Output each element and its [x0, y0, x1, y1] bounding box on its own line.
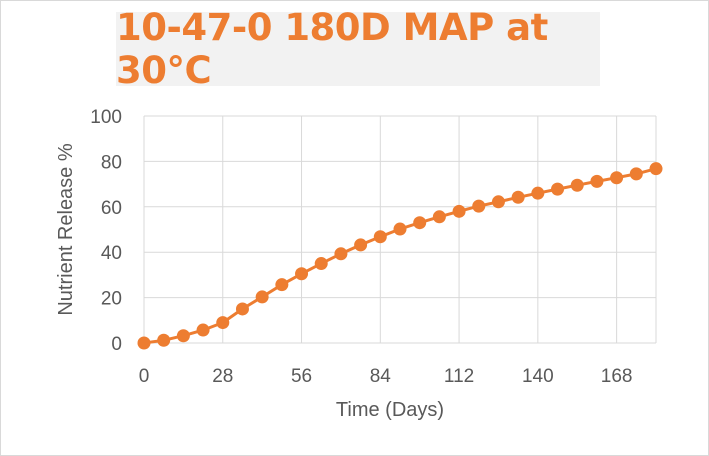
data-point: [432, 210, 446, 224]
data-point: [295, 267, 309, 281]
chart-title: 10-47-0 180D MAP at 30°C: [116, 6, 548, 92]
chart-title-background: [116, 12, 600, 86]
data-point: [334, 247, 348, 261]
x-axis-label: Time (Days): [336, 399, 444, 421]
data-point: [629, 167, 643, 181]
x-tick-label: 112: [444, 366, 474, 387]
data-point: [354, 238, 368, 252]
y-tick-label: 100: [90, 107, 122, 128]
data-point: [196, 323, 210, 337]
data-point: [452, 204, 466, 218]
data-point: [235, 302, 249, 316]
data-point: [137, 336, 151, 350]
x-tick-label: 168: [601, 366, 633, 387]
y-axis-label: Nutrient Release %: [55, 143, 77, 316]
x-tick-label: 0: [139, 366, 150, 387]
data-point: [314, 257, 328, 271]
data-point: [216, 316, 230, 330]
y-tick-label: 60: [101, 198, 122, 219]
y-tick-label: 20: [101, 289, 122, 310]
x-tick-label: 84: [370, 366, 392, 387]
data-point: [511, 190, 525, 204]
data-point: [255, 290, 269, 304]
y-tick-label: 80: [101, 152, 122, 173]
x-tick-label: 28: [212, 366, 233, 387]
data-point: [491, 195, 505, 209]
data-point: [275, 278, 289, 292]
data-point: [551, 182, 565, 196]
data-point: [570, 178, 584, 192]
data-point: [649, 162, 663, 176]
x-tick-label: 56: [291, 366, 312, 387]
y-tick-label: 0: [111, 334, 122, 355]
data-point: [610, 171, 624, 185]
y-tick-label: 40: [101, 243, 122, 264]
data-point: [472, 199, 486, 213]
data-point: [176, 329, 190, 343]
data-point: [590, 174, 604, 188]
data-point: [413, 216, 427, 230]
x-tick-label: 140: [522, 366, 554, 387]
data-point: [373, 230, 387, 244]
data-point: [393, 222, 407, 236]
data-point: [157, 333, 171, 347]
data-point: [531, 186, 545, 200]
